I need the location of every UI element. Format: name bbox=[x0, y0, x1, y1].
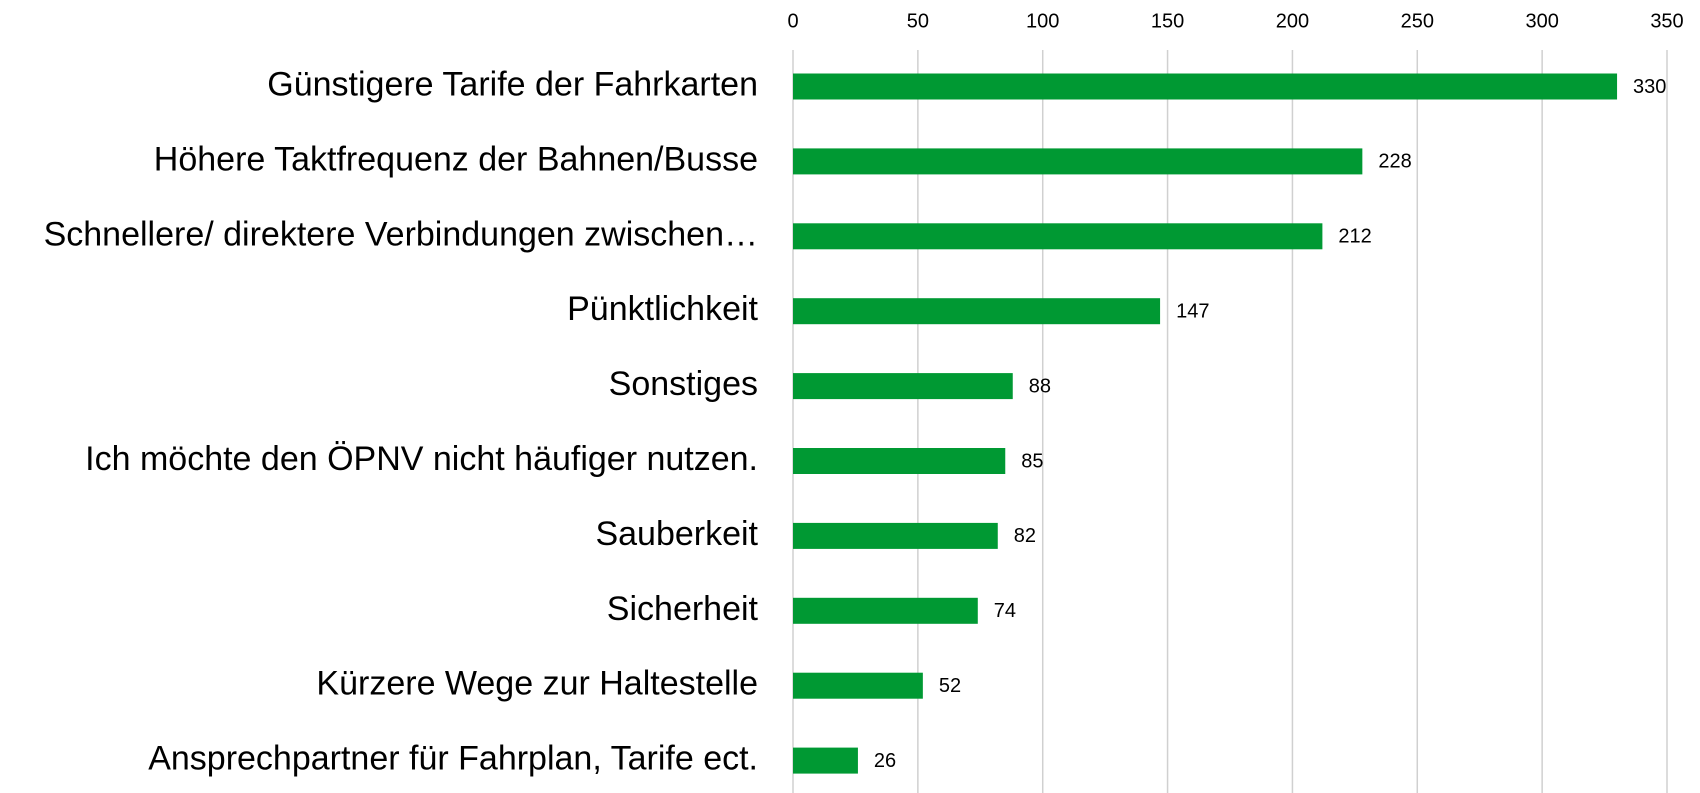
bar bbox=[793, 373, 1013, 400]
bar bbox=[793, 148, 1363, 175]
category-label: Höhere Taktfrequenz der Bahnen/Busse bbox=[154, 140, 758, 178]
value-label: 52 bbox=[939, 675, 961, 697]
category-label: Günstigere Tarife der Fahrkarten bbox=[267, 65, 758, 103]
bar bbox=[793, 597, 978, 624]
bar bbox=[793, 522, 998, 549]
x-tick-label: 150 bbox=[1151, 10, 1184, 32]
category-label: Sicherheit bbox=[607, 590, 759, 628]
x-tick-label: 100 bbox=[1026, 10, 1059, 32]
x-tick-label: 200 bbox=[1276, 10, 1309, 32]
category-label: Sonstiges bbox=[609, 365, 758, 403]
bar bbox=[793, 223, 1323, 250]
bar bbox=[793, 747, 858, 774]
value-label: 228 bbox=[1378, 151, 1411, 173]
category-label: Ansprechpartner für Fahrplan, Tarife ect… bbox=[148, 740, 758, 778]
value-label: 85 bbox=[1021, 450, 1043, 472]
category-label: Schnellere/ direktere Verbindungen zwisc… bbox=[44, 215, 758, 253]
category-label: Sauberkeit bbox=[595, 515, 758, 553]
value-label: 82 bbox=[1014, 525, 1036, 547]
x-tick-label: 350 bbox=[1650, 10, 1683, 32]
bar bbox=[793, 672, 923, 699]
category-label: Pünktlichkeit bbox=[567, 290, 758, 328]
category-label: Kürzere Wege zur Haltestelle bbox=[316, 665, 758, 703]
value-label: 330 bbox=[1633, 76, 1666, 98]
x-tick-label: 300 bbox=[1525, 10, 1558, 32]
x-tick-label: 50 bbox=[907, 10, 929, 32]
value-label: 74 bbox=[994, 600, 1016, 622]
value-label: 212 bbox=[1338, 226, 1371, 248]
x-tick-label: 250 bbox=[1401, 10, 1434, 32]
bar bbox=[793, 448, 1006, 474]
value-label: 26 bbox=[874, 750, 896, 772]
value-label: 147 bbox=[1176, 300, 1209, 322]
bar bbox=[793, 73, 1618, 100]
category-label: Ich möchte den ÖPNV nicht häufiger nutze… bbox=[85, 440, 758, 478]
x-tick-label: 0 bbox=[787, 10, 798, 32]
bar bbox=[793, 298, 1161, 325]
value-label: 88 bbox=[1029, 375, 1051, 397]
